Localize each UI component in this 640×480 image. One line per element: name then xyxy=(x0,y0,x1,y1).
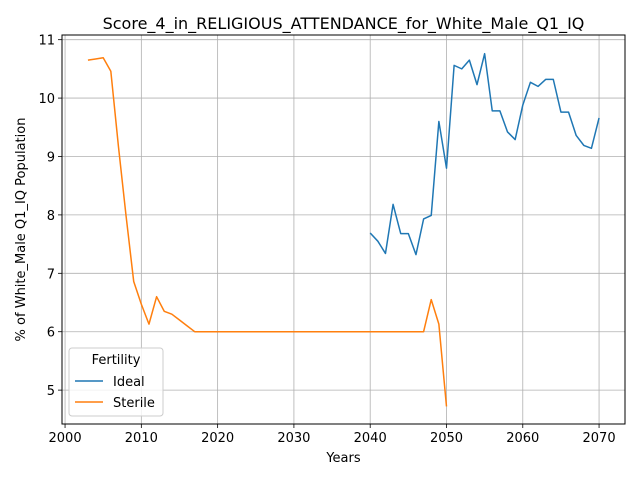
legend: Fertility Ideal Sterile xyxy=(68,347,164,417)
series-line-sterile xyxy=(87,57,448,407)
x-axis-label: Years xyxy=(325,451,361,466)
y-tick-label: 11 xyxy=(38,34,55,49)
x-tick-label: 2010 xyxy=(125,431,158,446)
legend-label-ideal: Ideal xyxy=(113,375,145,390)
y-tick-label: 5 xyxy=(47,384,55,399)
plot-frame xyxy=(61,34,626,425)
x-tick-label: 2030 xyxy=(277,431,310,446)
series-lines xyxy=(87,52,600,407)
axis-ticks: 2000 2010 2020 2030 2040 2050 2060 2070 5 6 7 8 9 10 1… xyxy=(38,34,615,446)
legend-box xyxy=(68,347,164,417)
x-tick-label: 2060 xyxy=(506,431,539,446)
y-tick-label: 7 xyxy=(47,267,55,282)
series-line-ideal xyxy=(369,52,600,256)
y-tick-label: 6 xyxy=(47,326,55,341)
x-tick-label: 2050 xyxy=(430,431,463,446)
y-axis-label: % of White_Male Q1_IQ Population xyxy=(14,118,29,342)
y-tick-label: 10 xyxy=(38,92,55,107)
x-tick-label: 2020 xyxy=(201,431,234,446)
legend-title: Fertility xyxy=(92,353,141,368)
y-tick-label: 8 xyxy=(47,209,55,224)
chart-title: Score_4_in_RELIGIOUS_ATTENDANCE_for_Whit… xyxy=(103,14,585,34)
x-tick-label: 2040 xyxy=(354,431,387,446)
y-tick-label: 9 xyxy=(47,150,55,165)
x-tick-label: 2000 xyxy=(49,431,82,446)
legend-label-sterile: Sterile xyxy=(113,396,155,411)
x-tick-label: 2070 xyxy=(583,431,616,446)
